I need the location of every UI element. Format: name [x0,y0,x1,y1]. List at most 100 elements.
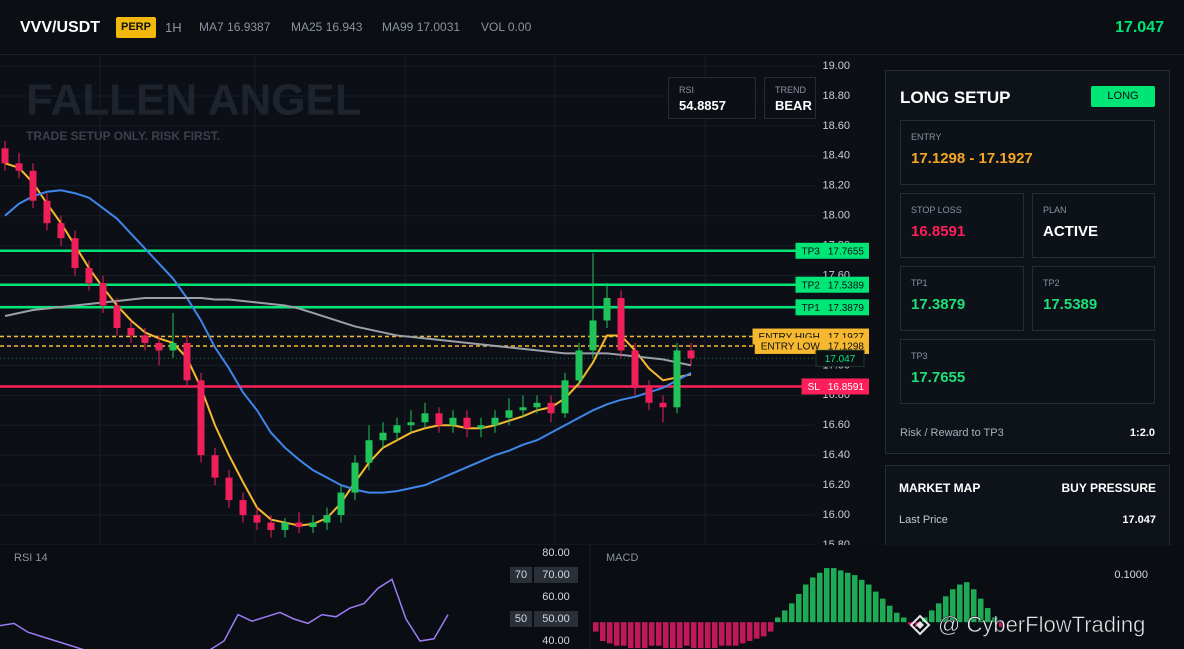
macd-bar [950,589,956,623]
market-badge: PERP [116,17,156,38]
macd-bar [831,568,837,623]
candle-body [547,402,555,414]
candle-body [197,380,205,456]
level-name: SL [808,382,821,393]
level-value: 17.7655 [828,246,865,257]
candle-body [407,422,415,426]
macd-bar [957,584,963,623]
macd-bar [901,617,907,623]
macd-bar [726,622,732,646]
macd-bar [719,622,725,646]
candle-body [421,413,429,423]
candle-body [337,492,345,516]
macd-bar [621,622,627,646]
row-label: Last Price [899,514,948,526]
ma25-value: 16.943 [325,20,363,34]
rsi-tick-label: 40.00 [542,635,570,647]
candle-body [141,335,149,343]
market-map-status: BUY PRESSURE [1061,481,1156,495]
risk-reward-label: Risk / Reward to TP3 [900,427,1004,439]
tp3-label: TP3 [911,351,928,361]
entry-value: 17.1298 - 17.1927 [911,150,1033,167]
macd-bar [929,610,935,623]
tick-tag [534,611,578,627]
macd-bar [677,622,683,649]
tp3-card: TP3 17.7655 [900,339,1155,404]
volume-label: VOL [481,20,505,34]
level-tag [801,378,869,395]
macd-bar [642,622,648,649]
last-price: 17.047 [1115,19,1164,36]
macd-bar [761,622,767,637]
level-name: ENTRY LOW [761,342,821,353]
market-map-title: MARKET MAP [899,481,981,495]
level-name: ENTRY HIGH [759,332,820,343]
candle-body [491,417,499,426]
y-tick-label: 18.40 [822,150,850,162]
y-tick-label: 16.00 [822,509,850,521]
volume-value: 0.00 [507,20,532,34]
candle-body [309,522,317,528]
level-tag [795,276,869,293]
candle-body [323,515,331,523]
watermark-logo [909,614,931,636]
ma25-name: MA25 [291,20,323,34]
macd-bar [782,610,788,623]
ma25: MA25 16.943 [291,0,362,55]
macd-bar [894,612,900,623]
candle-body [533,402,541,408]
candle-body [575,350,583,381]
macd-bar [684,622,690,646]
header: VVV/USDT PERP 1H MA7 16.9387 MA25 16.943… [0,0,1184,55]
trend-box: TREND BEAR [764,77,816,119]
macd-bar [775,617,781,623]
setup-title: LONG SETUP [900,88,1011,107]
macd-bar [873,591,879,623]
rsi-level-tag: 50 [515,613,527,625]
level-value: 17.1927 [828,332,865,343]
candle-body [281,522,289,531]
macd-bar [852,575,858,623]
macd-bar [733,622,739,646]
candle-body [295,522,303,528]
candle-body [183,342,191,381]
candle-body [225,477,233,501]
candle-body [1,148,9,164]
plan-card: PLAN ACTIVE [1032,193,1155,258]
macd-bar [908,622,914,625]
candle-body [463,417,471,429]
last-price-value: 17.047 [825,354,856,365]
level-name: TP1 [802,303,821,314]
market-map: MARKET MAP BUY PRESSURE Last Price 17.04… [885,465,1170,545]
macd-bar [887,605,893,623]
macd-bar [628,622,634,649]
tp2-card: TP2 17.5389 [1032,266,1155,331]
tp2-label: TP2 [1043,278,1060,288]
rsi-tick-label: 70.00 [542,569,570,581]
candle-body [57,223,65,239]
macd-bar [971,589,977,623]
candle-body [687,350,695,359]
candle-body [589,320,597,351]
macd-bar [789,603,795,623]
candle-body [99,283,107,306]
symbol: VVV/USDT [20,19,101,36]
logo-shape [916,621,924,629]
candle-body [673,350,681,408]
candle-body [127,327,135,336]
macd-bar [838,570,844,623]
candle-body [29,170,37,201]
macd-bar [614,622,620,646]
macd-bar [663,622,669,649]
candle-body [631,350,639,388]
plan-value: ACTIVE [1043,223,1099,240]
tp3-value: 17.7655 [911,369,966,386]
setup-panel: LONG SETUP LONG ENTRY 17.1298 - 17.1927 … [885,70,1170,454]
level-name: TP3 [802,246,821,257]
interval: 1H [165,20,182,35]
y-tick-label: 18.20 [822,180,850,192]
plan-label: PLAN [1043,205,1067,215]
macd-bar [698,622,704,649]
candle-body [211,455,219,478]
